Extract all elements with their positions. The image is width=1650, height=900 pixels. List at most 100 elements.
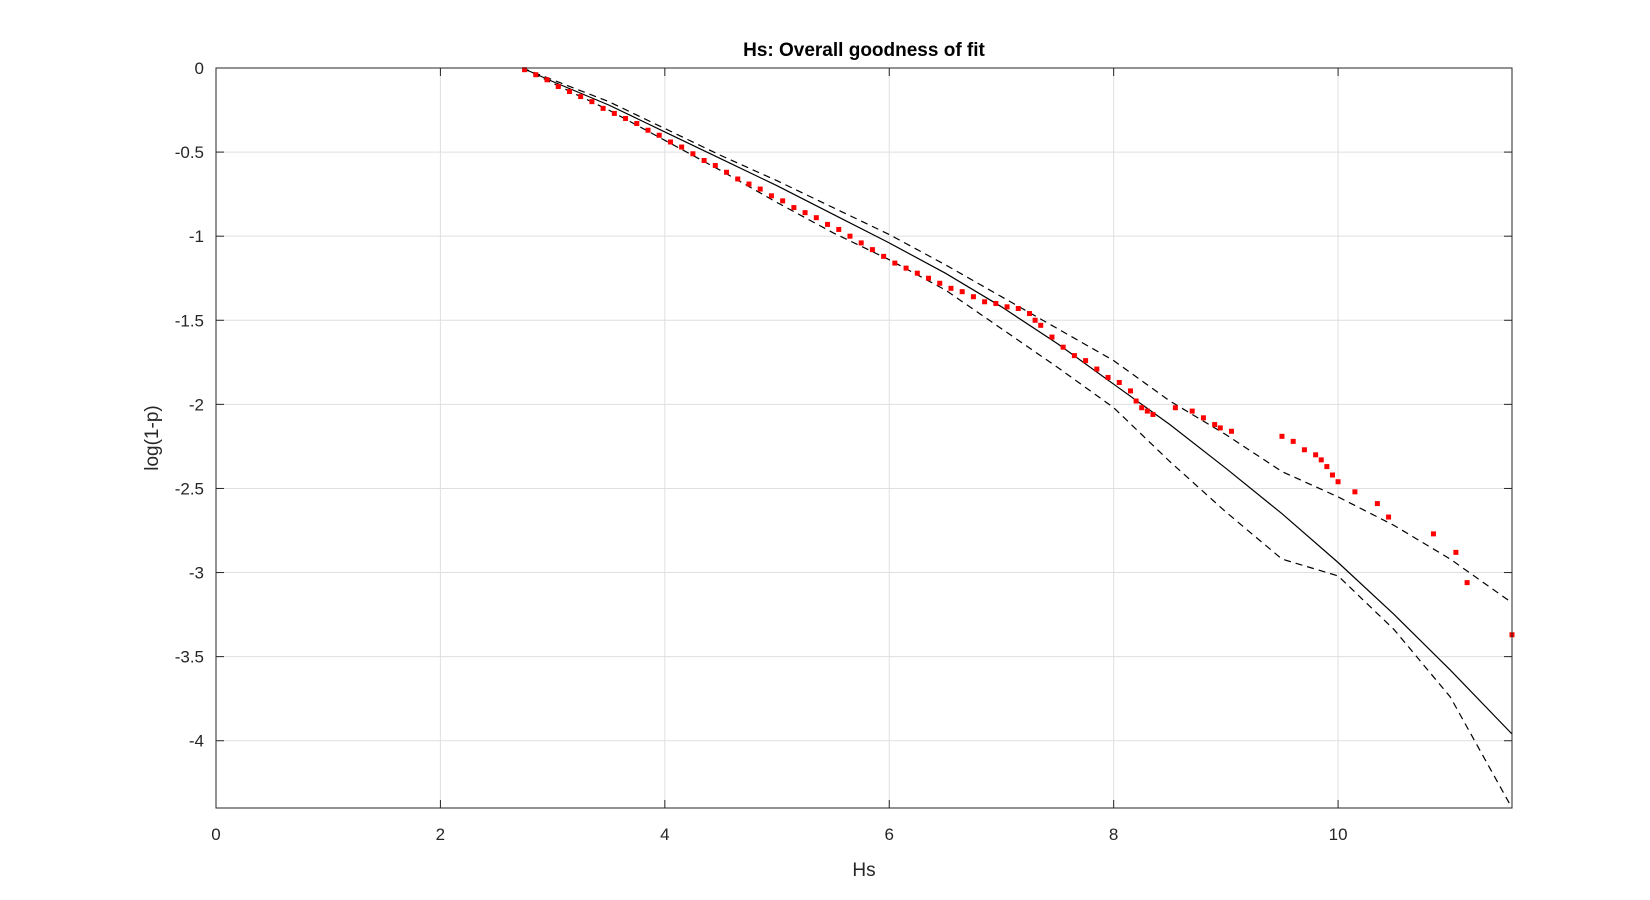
data-point: [555, 84, 561, 89]
confidence-bound-line: [522, 67, 1513, 809]
data-point: [1105, 374, 1111, 380]
data-point: [881, 253, 887, 259]
y-tick-label: -0.5: [175, 143, 204, 162]
data-point: [847, 233, 853, 239]
y-tick-label: -1: [189, 227, 204, 246]
x-tick-label: 10: [1329, 825, 1348, 844]
data-point: [533, 72, 539, 78]
data-point: [1212, 422, 1218, 428]
data-point: [869, 247, 875, 253]
data-point: [948, 285, 954, 291]
data-point: [1453, 549, 1459, 555]
x-tick-label: 6: [885, 825, 894, 844]
data-point: [544, 77, 550, 83]
data-point: [566, 89, 572, 95]
data-point: [701, 158, 707, 163]
x-axis-label: Hs: [852, 860, 875, 881]
x-tick-label: 8: [1109, 825, 1118, 844]
x-tick-label: 0: [211, 825, 220, 844]
data-point: [1038, 322, 1044, 328]
chart-title: Hs: Overall goodness of fit: [743, 40, 985, 61]
data-point: [791, 205, 797, 211]
y-tick-label: -1.5: [175, 311, 204, 330]
data-point: [892, 260, 898, 266]
data-point: [926, 275, 932, 281]
y-tick-label: -3: [189, 564, 204, 583]
data-point: [982, 299, 988, 305]
x-tick-label: 4: [660, 825, 669, 844]
data-point: [522, 67, 528, 73]
data-point: [1290, 438, 1296, 444]
data-point: [1083, 358, 1089, 364]
data-point: [1430, 531, 1436, 537]
data-point: [780, 198, 786, 204]
data-point: [735, 176, 741, 182]
series-layer: [522, 67, 1515, 809]
data-point: [1049, 334, 1055, 340]
data-point: [1133, 398, 1139, 404]
data-point: [634, 121, 640, 126]
data-point: [645, 127, 651, 133]
data-point: [1060, 344, 1066, 350]
data-point: [1127, 388, 1133, 394]
data-point: [1228, 428, 1234, 434]
data-point: [611, 110, 617, 116]
data-point: [914, 270, 920, 276]
ticks: 0 2 4 6 8 10 0 -0.5 -1 -1.5 -2 -2.5 -3 -3.5 -4: [175, 59, 1512, 844]
y-tick-label: -2.5: [175, 479, 204, 498]
data-point: [937, 280, 943, 286]
data-point: [1386, 514, 1392, 520]
data-point: [836, 226, 842, 232]
data-point: [757, 186, 763, 192]
x-tick-label: 2: [436, 825, 445, 844]
data-point: [1015, 306, 1021, 311]
data-point: [1004, 304, 1010, 310]
confidence-bound-line: [522, 67, 1513, 604]
data-point: [1217, 425, 1223, 431]
data-point: [1094, 366, 1100, 372]
data-point: [1071, 353, 1077, 359]
data-point: [623, 115, 629, 121]
data-point: [724, 169, 730, 175]
data-point: [1464, 580, 1470, 586]
data-point: [690, 151, 696, 157]
data-point: [667, 139, 673, 145]
y-tick-label: -4: [189, 732, 204, 751]
data-point: [858, 240, 864, 246]
axes-box: [215, 67, 1513, 809]
data-point: [600, 105, 606, 111]
data-point: [1301, 447, 1307, 453]
data-point: [578, 94, 584, 100]
data-point: [1144, 408, 1150, 414]
y-axis-label: log(1-p): [142, 405, 163, 470]
y-tick-label: 0: [195, 59, 204, 78]
data-point: [825, 221, 831, 227]
data-point: [656, 132, 662, 138]
data-point: [1189, 408, 1195, 414]
data-point: [1139, 405, 1145, 411]
data-point: [1335, 479, 1341, 485]
data-point: [1324, 464, 1330, 470]
grid: [216, 68, 1512, 808]
data-point: [1200, 415, 1206, 421]
data-point: [813, 215, 819, 221]
fitted-line: [522, 67, 1513, 735]
data-point: [768, 193, 774, 199]
data-point: [1352, 489, 1358, 495]
data-point: [1172, 405, 1178, 411]
data-point: [746, 181, 752, 187]
data-point: [679, 144, 685, 150]
data-point: [589, 99, 595, 105]
data-point: [993, 300, 999, 306]
data-point: [1318, 457, 1324, 463]
data-point: [1329, 472, 1335, 478]
data-point: [1313, 452, 1319, 458]
data-point: [802, 210, 808, 216]
data-point: [1032, 317, 1038, 323]
data-point: [1150, 411, 1156, 417]
data-point: [970, 294, 976, 300]
y-tick-label: -2: [189, 395, 204, 414]
data-point: [1027, 311, 1033, 317]
